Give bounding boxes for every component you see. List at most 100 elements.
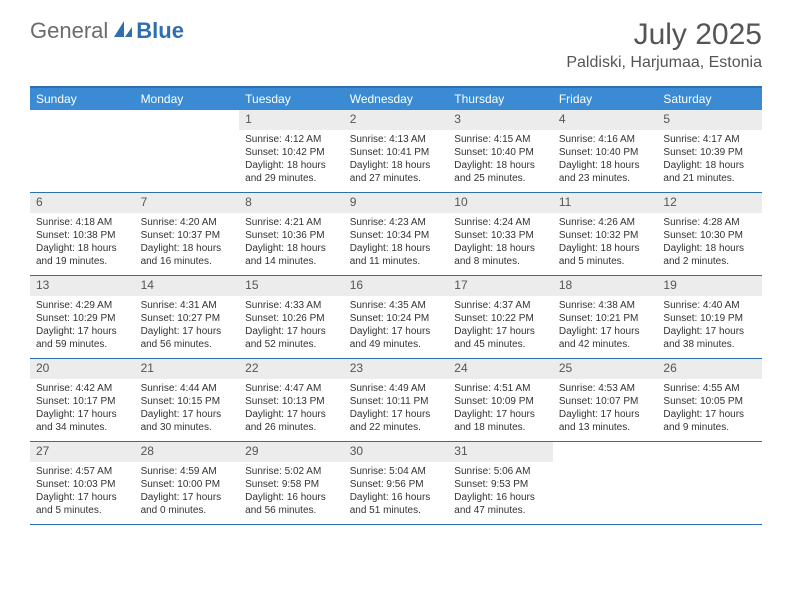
sunrise-text: Sunrise: 4:38 AM bbox=[559, 299, 652, 312]
sunset-text: Sunset: 10:17 PM bbox=[36, 395, 129, 408]
day-body: Sunrise: 4:23 AMSunset: 10:34 PMDaylight… bbox=[344, 213, 449, 272]
day-number: 28 bbox=[135, 442, 240, 462]
day-number: 4 bbox=[553, 110, 658, 130]
weekday-label: Thursday bbox=[448, 88, 553, 110]
day-cell: 19 Sunrise: 4:40 AMSunset: 10:19 PMDaylig… bbox=[657, 276, 762, 358]
sunset-text: Sunset: 10:00 PM bbox=[141, 478, 234, 491]
sunrise-text: Sunrise: 4:26 AM bbox=[559, 216, 652, 229]
day-cell: 24Sunrise: 4:51 AMSunset: 10:09 PMDaylig… bbox=[448, 359, 553, 441]
day-cell: 11Sunrise: 4:26 AMSunset: 10:32 PMDaylig… bbox=[553, 193, 658, 275]
day-number: 24 bbox=[448, 359, 553, 379]
day-cell: 15Sunrise: 4:33 AMSunset: 10:26 PMDaylig… bbox=[239, 276, 344, 358]
sunrise-text: Sunrise: 4:23 AM bbox=[350, 216, 443, 229]
day-cell: 17Sunrise: 4:37 AMSunset: 10:22 PMDaylig… bbox=[448, 276, 553, 358]
weekday-label: Sunday bbox=[30, 88, 135, 110]
daylight-text: Daylight: 18 hours and 21 minutes. bbox=[663, 159, 756, 185]
sunset-text: Sunset: 9:53 PM bbox=[454, 478, 547, 491]
day-cell: 3Sunrise: 4:15 AMSunset: 10:40 PMDayligh… bbox=[448, 110, 553, 192]
day-cell: 8Sunrise: 4:21 AMSunset: 10:36 PMDayligh… bbox=[239, 193, 344, 275]
sunrise-text: Sunrise: 4:12 AM bbox=[245, 133, 338, 146]
week-row: 20Sunrise: 4:42 AMSunset: 10:17 PMDaylig… bbox=[30, 359, 762, 442]
day-body: Sunrise: 5:04 AMSunset: 9:56 PMDaylight:… bbox=[344, 462, 449, 521]
week-row: 27Sunrise: 4:57 AMSunset: 10:03 PMDaylig… bbox=[30, 442, 762, 525]
day-body: Sunrise: 4:28 AMSunset: 10:30 PMDaylight… bbox=[657, 213, 762, 272]
daylight-text: Daylight: 18 hours and 25 minutes. bbox=[454, 159, 547, 185]
day-body: Sunrise: 5:06 AMSunset: 9:53 PMDaylight:… bbox=[448, 462, 553, 521]
day-cell: 16Sunrise: 4:35 AMSunset: 10:24 PMDaylig… bbox=[344, 276, 449, 358]
day-number: 15 bbox=[239, 276, 344, 296]
day-number: 7 bbox=[135, 193, 240, 213]
daylight-text: Daylight: 17 hours and 38 minutes. bbox=[663, 325, 756, 351]
day-body: Sunrise: 4:21 AMSunset: 10:36 PMDaylight… bbox=[239, 213, 344, 272]
day-cell: 7Sunrise: 4:20 AMSunset: 10:37 PMDayligh… bbox=[135, 193, 240, 275]
sunset-text: Sunset: 10:19 PM bbox=[663, 312, 756, 325]
brand-sail-icon bbox=[112, 19, 134, 44]
sunset-text: Sunset: 10:15 PM bbox=[141, 395, 234, 408]
page-header: General Blue July 2025 Paldiski, Harjuma… bbox=[0, 0, 792, 78]
sunrise-text: Sunrise: 5:04 AM bbox=[350, 465, 443, 478]
day-number: 8 bbox=[239, 193, 344, 213]
sunrise-text: Sunrise: 4:16 AM bbox=[559, 133, 652, 146]
sunset-text: Sunset: 10:05 PM bbox=[663, 395, 756, 408]
day-body: Sunrise: 5:02 AMSunset: 9:58 PMDaylight:… bbox=[239, 462, 344, 521]
daylight-text: Daylight: 18 hours and 27 minutes. bbox=[350, 159, 443, 185]
day-number: 10 bbox=[448, 193, 553, 213]
day-cell bbox=[135, 110, 240, 192]
day-cell: 29Sunrise: 5:02 AMSunset: 9:58 PMDayligh… bbox=[239, 442, 344, 524]
daylight-text: Daylight: 17 hours and 42 minutes. bbox=[559, 325, 652, 351]
daylight-text: Daylight: 18 hours and 19 minutes. bbox=[36, 242, 129, 268]
weekday-label: Saturday bbox=[657, 88, 762, 110]
day-body: Sunrise: 4:35 AMSunset: 10:24 PMDaylight… bbox=[344, 296, 449, 355]
day-body: Sunrise: 4:18 AMSunset: 10:38 PMDaylight… bbox=[30, 213, 135, 272]
day-body: Sunrise: 4:47 AMSunset: 10:13 PMDaylight… bbox=[239, 379, 344, 438]
sunrise-text: Sunrise: 4:40 AM bbox=[663, 299, 756, 312]
weekday-label: Friday bbox=[553, 88, 658, 110]
sunrise-text: Sunrise: 4:35 AM bbox=[350, 299, 443, 312]
sunrise-text: Sunrise: 4:51 AM bbox=[454, 382, 547, 395]
sunset-text: Sunset: 10:27 PM bbox=[141, 312, 234, 325]
daylight-text: Daylight: 16 hours and 51 minutes. bbox=[350, 491, 443, 517]
day-body: Sunrise: 4:31 AMSunset: 10:27 PMDaylight… bbox=[135, 296, 240, 355]
day-body: Sunrise: 4:57 AMSunset: 10:03 PMDaylight… bbox=[30, 462, 135, 521]
day-cell: 20Sunrise: 4:42 AMSunset: 10:17 PMDaylig… bbox=[30, 359, 135, 441]
sunrise-text: Sunrise: 4:17 AM bbox=[663, 133, 756, 146]
sunrise-text: Sunrise: 4:42 AM bbox=[36, 382, 129, 395]
sunset-text: Sunset: 9:58 PM bbox=[245, 478, 338, 491]
day-body: Sunrise: 4:37 AMSunset: 10:22 PMDaylight… bbox=[448, 296, 553, 355]
day-body: Sunrise: 4:16 AMSunset: 10:40 PMDaylight… bbox=[553, 130, 658, 189]
day-cell: 9Sunrise: 4:23 AMSunset: 10:34 PMDayligh… bbox=[344, 193, 449, 275]
sunrise-text: Sunrise: 4:20 AM bbox=[141, 216, 234, 229]
daylight-text: Daylight: 18 hours and 16 minutes. bbox=[141, 242, 234, 268]
day-cell: 1Sunrise: 4:12 AMSunset: 10:42 PMDayligh… bbox=[239, 110, 344, 192]
day-cell: 14Sunrise: 4:31 AMSunset: 10:27 PMDaylig… bbox=[135, 276, 240, 358]
sunrise-text: Sunrise: 4:55 AM bbox=[663, 382, 756, 395]
brand-general: General bbox=[30, 18, 108, 44]
daylight-text: Daylight: 16 hours and 47 minutes. bbox=[454, 491, 547, 517]
sunset-text: Sunset: 10:07 PM bbox=[559, 395, 652, 408]
sunrise-text: Sunrise: 4:57 AM bbox=[36, 465, 129, 478]
week-row: 6Sunrise: 4:18 AMSunset: 10:38 PMDayligh… bbox=[30, 193, 762, 276]
day-cell: 13Sunrise: 4:29 AMSunset: 10:29 PMDaylig… bbox=[30, 276, 135, 358]
day-number: 19 bbox=[657, 276, 762, 296]
sunset-text: Sunset: 10:40 PM bbox=[454, 146, 547, 159]
daylight-text: Daylight: 17 hours and 52 minutes. bbox=[245, 325, 338, 351]
sunrise-text: Sunrise: 4:53 AM bbox=[559, 382, 652, 395]
sunrise-text: Sunrise: 5:02 AM bbox=[245, 465, 338, 478]
sunrise-text: Sunrise: 4:37 AM bbox=[454, 299, 547, 312]
day-body: Sunrise: 4:12 AMSunset: 10:42 PMDaylight… bbox=[239, 130, 344, 189]
day-cell: 10Sunrise: 4:24 AMSunset: 10:33 PMDaylig… bbox=[448, 193, 553, 275]
day-cell: 12Sunrise: 4:28 AMSunset: 10:30 PMDaylig… bbox=[657, 193, 762, 275]
day-number: 11 bbox=[553, 193, 658, 213]
day-cell: 25Sunrise: 4:53 AMSunset: 10:07 PMDaylig… bbox=[553, 359, 658, 441]
week-row: 1Sunrise: 4:12 AMSunset: 10:42 PMDayligh… bbox=[30, 110, 762, 193]
day-number: 26 bbox=[657, 359, 762, 379]
day-cell bbox=[553, 442, 658, 524]
sunrise-text: Sunrise: 4:49 AM bbox=[350, 382, 443, 395]
day-number: 6 bbox=[30, 193, 135, 213]
sunset-text: Sunset: 10:13 PM bbox=[245, 395, 338, 408]
day-number: 30 bbox=[344, 442, 449, 462]
daylight-text: Daylight: 18 hours and 23 minutes. bbox=[559, 159, 652, 185]
brand-blue: Blue bbox=[136, 18, 184, 44]
calendar-grid: SundayMondayTuesdayWednesdayThursdayFrid… bbox=[30, 86, 762, 525]
day-cell bbox=[30, 110, 135, 192]
